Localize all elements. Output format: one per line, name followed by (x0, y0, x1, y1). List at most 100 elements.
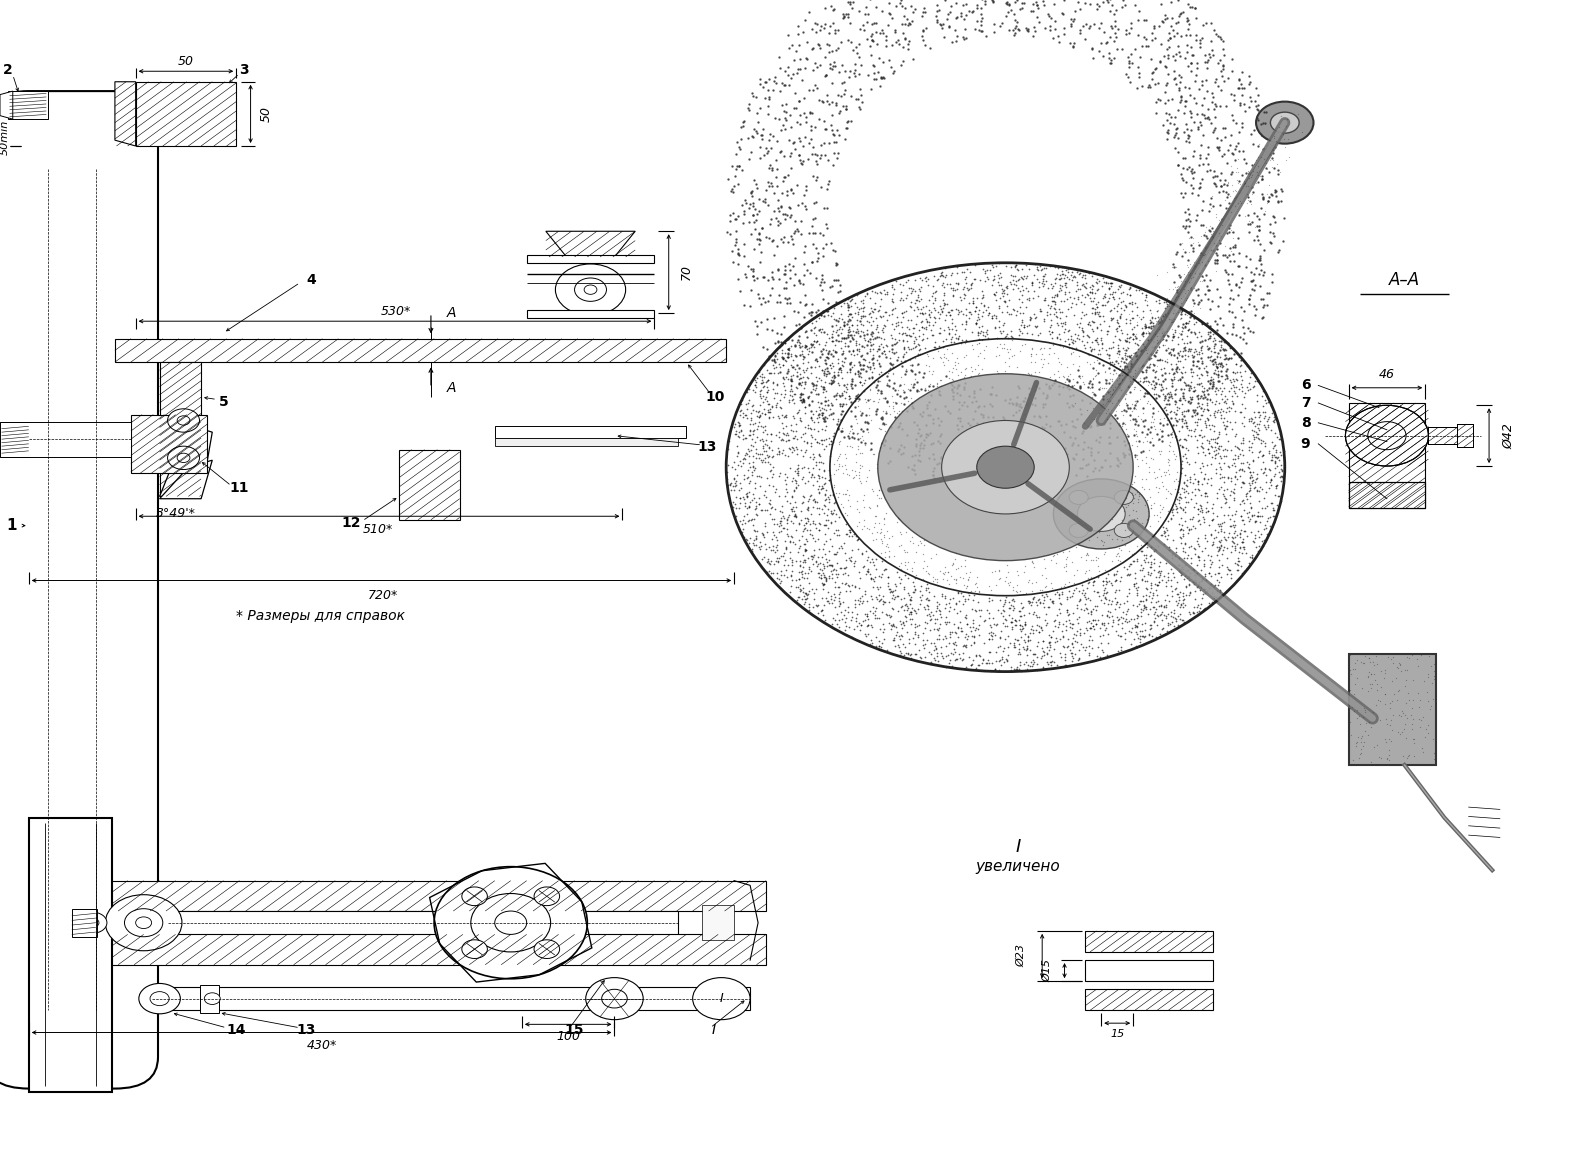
Point (825, 616, 851, 634)
Point (1079, 320, 1104, 339)
Point (1181, 238, 1207, 257)
Point (1189, 266, 1215, 285)
Point (953, 609, 978, 627)
Point (1146, 591, 1171, 610)
Point (1205, 484, 1231, 502)
Point (1165, 480, 1191, 499)
Point (1221, 223, 1246, 242)
Text: 15: 15 (565, 1023, 584, 1037)
Point (916, 315, 942, 334)
Point (1246, 443, 1272, 461)
Point (1017, 603, 1042, 621)
Point (1149, 311, 1175, 329)
Point (790, 384, 816, 403)
Point (857, 390, 883, 409)
Point (1173, 305, 1199, 324)
Point (795, 388, 820, 406)
Point (1226, 244, 1251, 263)
Point (788, 70, 814, 89)
Point (1192, 331, 1218, 349)
Point (847, 312, 873, 331)
Circle shape (139, 983, 180, 1014)
Point (883, 381, 908, 399)
Point (1173, 374, 1199, 392)
Point (1111, 593, 1136, 612)
Point (1066, 356, 1092, 375)
Point (878, 418, 903, 437)
Point (867, 514, 892, 533)
Point (836, 8, 862, 27)
Point (1197, 375, 1223, 394)
Point (1132, 383, 1157, 402)
Point (836, 387, 862, 405)
Point (1076, 454, 1101, 473)
Point (878, 326, 903, 345)
Point (1352, 734, 1377, 752)
Point (846, 513, 871, 531)
Point (1116, 433, 1141, 452)
Point (911, 536, 937, 555)
Point (1141, 29, 1167, 48)
Point (752, 399, 777, 418)
Point (891, 579, 916, 598)
Point (922, 401, 948, 419)
Point (1132, 291, 1157, 310)
Point (1417, 696, 1443, 715)
Point (1065, 610, 1090, 628)
Point (924, 644, 950, 662)
Point (868, 328, 894, 347)
Point (1044, 605, 1069, 624)
Point (1117, 398, 1143, 417)
Point (830, 396, 855, 415)
Point (1058, 15, 1084, 34)
Point (958, 656, 983, 675)
Point (1106, 288, 1132, 307)
Point (1221, 85, 1246, 104)
Point (793, 586, 819, 605)
Point (1266, 161, 1291, 180)
Point (1277, 148, 1302, 167)
Point (838, 311, 863, 329)
Point (1039, 0, 1065, 5)
Point (903, 331, 929, 349)
Point (824, 544, 849, 563)
Point (1211, 488, 1237, 507)
Point (1151, 566, 1176, 585)
Point (1243, 151, 1269, 169)
Point (1184, 397, 1210, 416)
Point (1141, 378, 1167, 397)
Point (1176, 303, 1202, 321)
Point (953, 606, 978, 625)
Point (776, 343, 801, 362)
Point (943, 328, 969, 347)
Point (1010, 446, 1036, 465)
Point (749, 243, 774, 262)
Point (1148, 420, 1173, 439)
Point (1092, 647, 1117, 666)
Point (967, 647, 993, 666)
Point (753, 388, 779, 406)
Point (990, 437, 1015, 456)
Point (1213, 199, 1238, 217)
Point (772, 260, 798, 279)
Point (737, 453, 763, 472)
Point (1199, 224, 1224, 243)
Point (942, 456, 967, 474)
Point (1002, 258, 1028, 277)
Point (1168, 488, 1194, 507)
Point (1191, 245, 1216, 264)
Point (744, 269, 769, 287)
Point (1060, 614, 1085, 633)
Point (900, 279, 926, 298)
Point (1224, 526, 1250, 544)
Point (747, 148, 772, 167)
Point (1136, 376, 1162, 395)
Point (814, 301, 839, 320)
Point (1026, 378, 1052, 397)
Point (1069, 367, 1095, 385)
Point (1109, 613, 1135, 632)
Point (1231, 95, 1256, 113)
Point (1124, 580, 1149, 599)
Point (726, 241, 752, 259)
Point (750, 445, 776, 464)
